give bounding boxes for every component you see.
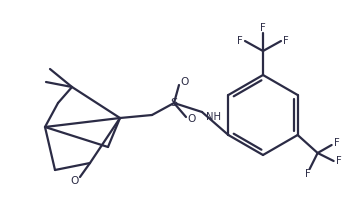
Text: F: F (260, 23, 266, 33)
Text: F: F (237, 36, 243, 46)
Text: O: O (71, 176, 79, 186)
Text: NH: NH (206, 112, 221, 122)
Text: S: S (171, 98, 178, 108)
Text: O: O (188, 114, 196, 124)
Text: O: O (181, 77, 189, 87)
Text: F: F (334, 138, 340, 148)
Text: F: F (336, 156, 341, 166)
Text: F: F (283, 36, 289, 46)
Text: F: F (305, 169, 310, 179)
